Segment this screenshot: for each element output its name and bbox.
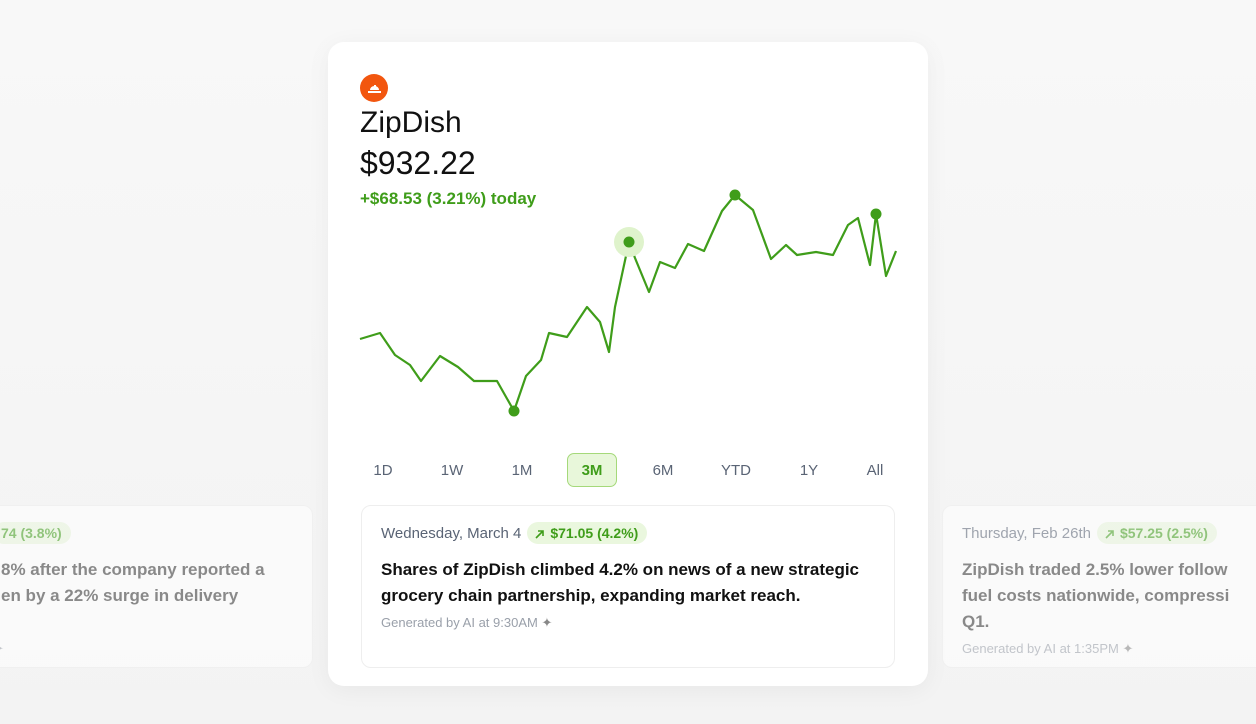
point <box>508 405 520 417</box>
news-footer: Generated by AI at 9:30AM ✦ <box>381 615 553 630</box>
stock-price: $932.22 <box>360 145 476 181</box>
badge-text: 74 (3.8%) <box>1 525 62 541</box>
footer-text: Generated by AI at 9:30AM <box>381 615 538 630</box>
arrow-icon <box>535 530 545 539</box>
text-line: ZipDish traded 2.5% lower follow <box>962 560 1228 579</box>
range-tab[interactable]: YTD <box>721 462 751 479</box>
news-date: Thursday, Feb 26th <box>962 524 1091 542</box>
point <box>623 236 635 248</box>
range-tab[interactable]: 1M <box>511 462 533 479</box>
text-line: fuel costs nationwide, compressi <box>962 586 1230 605</box>
text-line: en by a 22% surge in delivery <box>1 586 239 605</box>
news-card[interactable]: 74 (3.8%) 8% after the company reported … <box>0 505 313 668</box>
price-line <box>359 193 898 413</box>
stock-change: +$68.53 (3.21%) today <box>360 189 537 208</box>
news-text: ZipDish traded 2.5% lower follow fuel cos… <box>962 557 1256 635</box>
news-text: Shares of ZipDish climbed 4.2% on news o… <box>381 560 860 605</box>
range-tab[interactable]: 1Y <box>799 462 819 479</box>
point <box>870 208 882 220</box>
text-line: Q1. <box>962 612 990 631</box>
news-card[interactable]: Thursday, Feb 26th $57.25 (2.5%) ZipDish … <box>942 505 1256 668</box>
change-badge: $57.25 (2.5%) <box>1096 522 1217 544</box>
range-tab[interactable]: 6M <box>652 462 674 479</box>
range-tab[interactable]: 3M <box>567 453 617 487</box>
range-tab[interactable]: 1D <box>373 462 393 479</box>
stock-name: ZipDish <box>360 106 462 139</box>
point <box>729 189 741 201</box>
news-footer: Generated by AI at 1:35PM ✦ <box>962 641 1134 656</box>
news-date: Wednesday, March 4 <box>381 524 522 542</box>
change-badge: 74 (3.8%) <box>0 522 71 544</box>
news-card[interactable]: Wednesday, March 4 $71.05 (4.2%) Shares o… <box>361 505 895 668</box>
news-text: 8% after the company reported a en by a 2… <box>1 557 293 609</box>
logo <box>360 74 388 102</box>
badge-text: $71.05 (4.2%) <box>550 525 639 541</box>
text-line: 8% after the company reported a <box>1 560 265 579</box>
range-tab[interactable]: 1W <box>440 462 464 479</box>
range-tab[interactable]: All <box>866 462 884 479</box>
footer-text: Generated by AI at 1:35PM <box>962 641 1119 656</box>
arrow-icon <box>1105 530 1114 539</box>
badge-text: $57.25 (2.5%) <box>1119 525 1208 541</box>
logo-icon <box>368 85 381 93</box>
change-badge: $71.05 (4.2%) <box>527 522 648 544</box>
sparkle: ✦ <box>0 641 293 657</box>
